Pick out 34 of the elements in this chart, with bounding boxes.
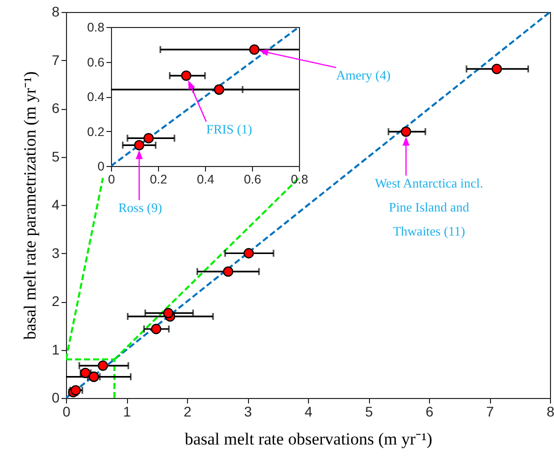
y-tick-label: 0	[52, 390, 60, 406]
x-tick-label: 3	[244, 404, 252, 420]
y-tick-label: 2	[52, 293, 60, 309]
annotation: West Antarctica incl. Pine Island and Thwaites (11)	[374, 176, 484, 239]
y-tick-label: 7	[52, 52, 60, 68]
x-tick-label: 0.6	[244, 172, 262, 186]
x-axis-title: basal melt rate observations (m yr⁻¹)	[184, 430, 432, 448]
x-tick-label: 0	[108, 172, 116, 186]
y-tick-label: 0.2	[87, 124, 105, 139]
y-tick-label: 0.4	[87, 90, 105, 104]
annotation: Ross (9)	[118, 200, 162, 216]
x-tick-label: 5	[365, 404, 374, 420]
y-axis-title: basal melt rate parametrization (m yr⁻¹)	[20, 71, 40, 340]
x-tick-label: 0.8	[290, 172, 308, 186]
y-tick-label: 0.8	[87, 20, 105, 34]
y-tick-label: 3	[52, 244, 60, 261]
x-tick-label: 0.4	[196, 172, 214, 186]
y-tick-label: 4	[52, 196, 60, 212]
y-tick-label: 1	[52, 341, 60, 358]
x-tick-label: 4	[304, 404, 313, 420]
annotation: Amery (4)	[336, 68, 391, 83]
x-tick-label: 1	[123, 404, 132, 420]
y-tick-label: 6	[52, 100, 60, 116]
y-tick-label: 5	[52, 148, 60, 164]
annotation: FRIS (1)	[206, 122, 252, 137]
x-tick-label: 0	[62, 404, 71, 420]
x-tick-label: 2	[184, 404, 192, 420]
x-tick-label: 8	[546, 404, 554, 420]
x-tick-label: 7	[486, 404, 494, 420]
y-tick-label: 0	[98, 160, 105, 174]
x-tick-label: 6	[426, 404, 434, 420]
x-tick-label: 0.2	[150, 172, 168, 186]
y-tick-label: 0.6	[87, 55, 105, 70]
y-tick-label: 8	[52, 4, 60, 20]
